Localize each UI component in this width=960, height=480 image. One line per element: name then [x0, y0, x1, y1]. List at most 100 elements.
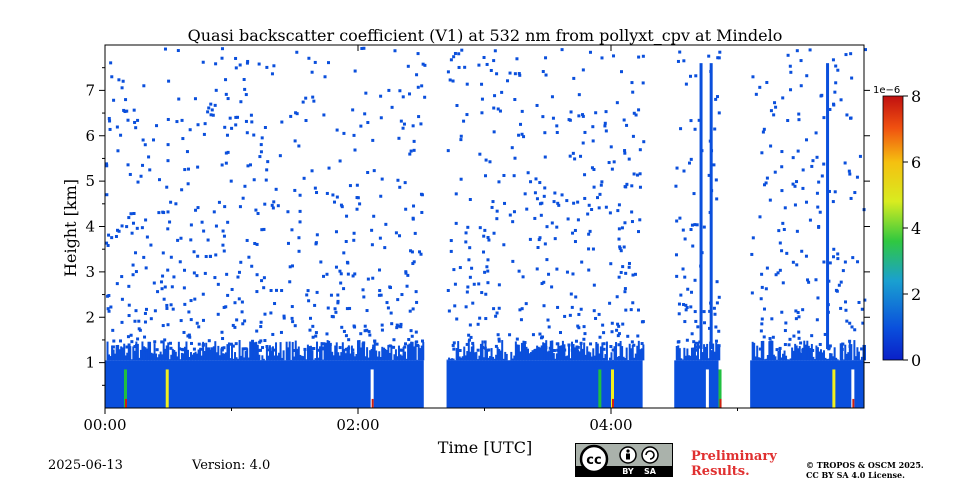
noise-pixel [820, 174, 824, 178]
noise-pixel [685, 306, 689, 310]
noise-pixel [222, 346, 226, 350]
boundary-layer-edge [807, 345, 810, 361]
boundary-layer-edge [193, 352, 196, 361]
boundary-layer-edge [326, 340, 329, 361]
cloud-column [370, 369, 374, 408]
noise-pixel [156, 290, 160, 294]
noise-pixel [778, 346, 782, 350]
noise-pixel [609, 145, 613, 149]
boundary-layer-edge [493, 358, 496, 361]
noise-pixel [380, 323, 384, 327]
noise-pixel [126, 163, 130, 167]
noise-pixel [141, 138, 145, 142]
boundary-layer-edge [448, 357, 451, 361]
noise-pixel [751, 236, 755, 240]
boundary-layer-edge [558, 345, 561, 361]
noise-pixel [290, 305, 294, 309]
colorbar-tick-label: 0 [911, 351, 921, 370]
noise-pixel [134, 126, 138, 130]
noise-pixel [339, 281, 343, 285]
noise-pixel [143, 143, 147, 147]
noise-pixel [158, 178, 162, 182]
noise-pixel [107, 233, 111, 237]
noise-pixel [837, 283, 841, 287]
boundary-layer-edge [848, 341, 851, 361]
noise-pixel [195, 321, 199, 325]
noise-pixel [249, 113, 253, 117]
noise-pixel [542, 304, 546, 308]
noise-pixel [591, 247, 595, 251]
boundary-layer-edge [325, 342, 328, 361]
boundary-layer-edge [200, 355, 203, 361]
boundary-layer-edge [630, 348, 633, 361]
boundary-layer-edge [366, 347, 369, 361]
noise-pixel [625, 123, 629, 127]
boundary-layer-edge [308, 346, 311, 361]
noise-pixel [163, 47, 167, 51]
boundary-layer-edge [300, 355, 303, 361]
noise-pixel [178, 260, 182, 264]
sa-icon [641, 446, 659, 464]
noise-pixel [392, 338, 396, 342]
noise-pixel [166, 268, 170, 272]
boundary-layer-edge [302, 356, 305, 361]
noise-pixel [596, 196, 600, 200]
noise-pixel [234, 123, 238, 127]
noise-pixel [264, 178, 268, 182]
sa-icon-arrow [645, 450, 655, 460]
noise-pixel [460, 48, 464, 52]
noise-pixel [161, 324, 165, 328]
noise-pixel [380, 328, 384, 332]
noise-pixel [295, 112, 299, 116]
boundary-layer-edge [829, 353, 832, 361]
noise-pixel [126, 118, 130, 122]
noise-pixel [751, 75, 755, 79]
boundary-layer-edge [605, 341, 608, 361]
noise-pixel [256, 212, 260, 216]
noise-pixel [750, 252, 754, 256]
noise-pixel [335, 195, 339, 199]
noise-pixel [365, 328, 369, 332]
boundary-layer-edge [527, 348, 530, 361]
noise-pixel [689, 119, 693, 123]
noise-pixel [712, 163, 716, 167]
boundary-layer-edge [117, 344, 120, 361]
noise-pixel [383, 246, 387, 250]
noise-pixel [765, 80, 769, 84]
noise-pixel [316, 348, 320, 352]
noise-pixel [783, 329, 787, 333]
noise-pixel [493, 94, 497, 98]
noise-pixel [200, 347, 204, 351]
by-icon-head [626, 449, 630, 453]
noise-pixel [550, 95, 554, 99]
noise-pixel [608, 211, 612, 215]
noise-pixel [163, 338, 167, 342]
boundary-layer-edge [176, 356, 179, 361]
noise-pixel [617, 203, 621, 207]
boundary-layer-edge [156, 357, 159, 361]
noise-pixel [463, 65, 467, 69]
boundary-layer-edge [185, 341, 188, 361]
boundary-layer-edge [138, 357, 141, 361]
noise-pixel [379, 116, 383, 120]
cc-license-badge[interactable]: cc BY SA [575, 443, 673, 477]
noise-pixel [210, 108, 214, 112]
noise-pixel [603, 121, 607, 125]
noise-pixel [592, 309, 596, 313]
noise-pixel [351, 108, 355, 112]
noise-pixel [769, 144, 773, 148]
noise-pixel [106, 244, 110, 248]
noise-pixel [193, 297, 197, 301]
noise-pixel [517, 72, 521, 76]
noise-pixel [762, 127, 766, 131]
boundary-layer-edge [244, 351, 247, 361]
boundary-layer-edge [341, 342, 344, 361]
noise-pixel [481, 345, 485, 349]
noise-pixel [535, 267, 539, 271]
boundary-layer-edge [232, 358, 235, 361]
noise-pixel [214, 62, 218, 66]
noise-pixel [552, 200, 556, 204]
noise-pixel [452, 268, 456, 272]
noise-pixel [302, 176, 306, 180]
boundary-layer-edge [706, 343, 709, 361]
